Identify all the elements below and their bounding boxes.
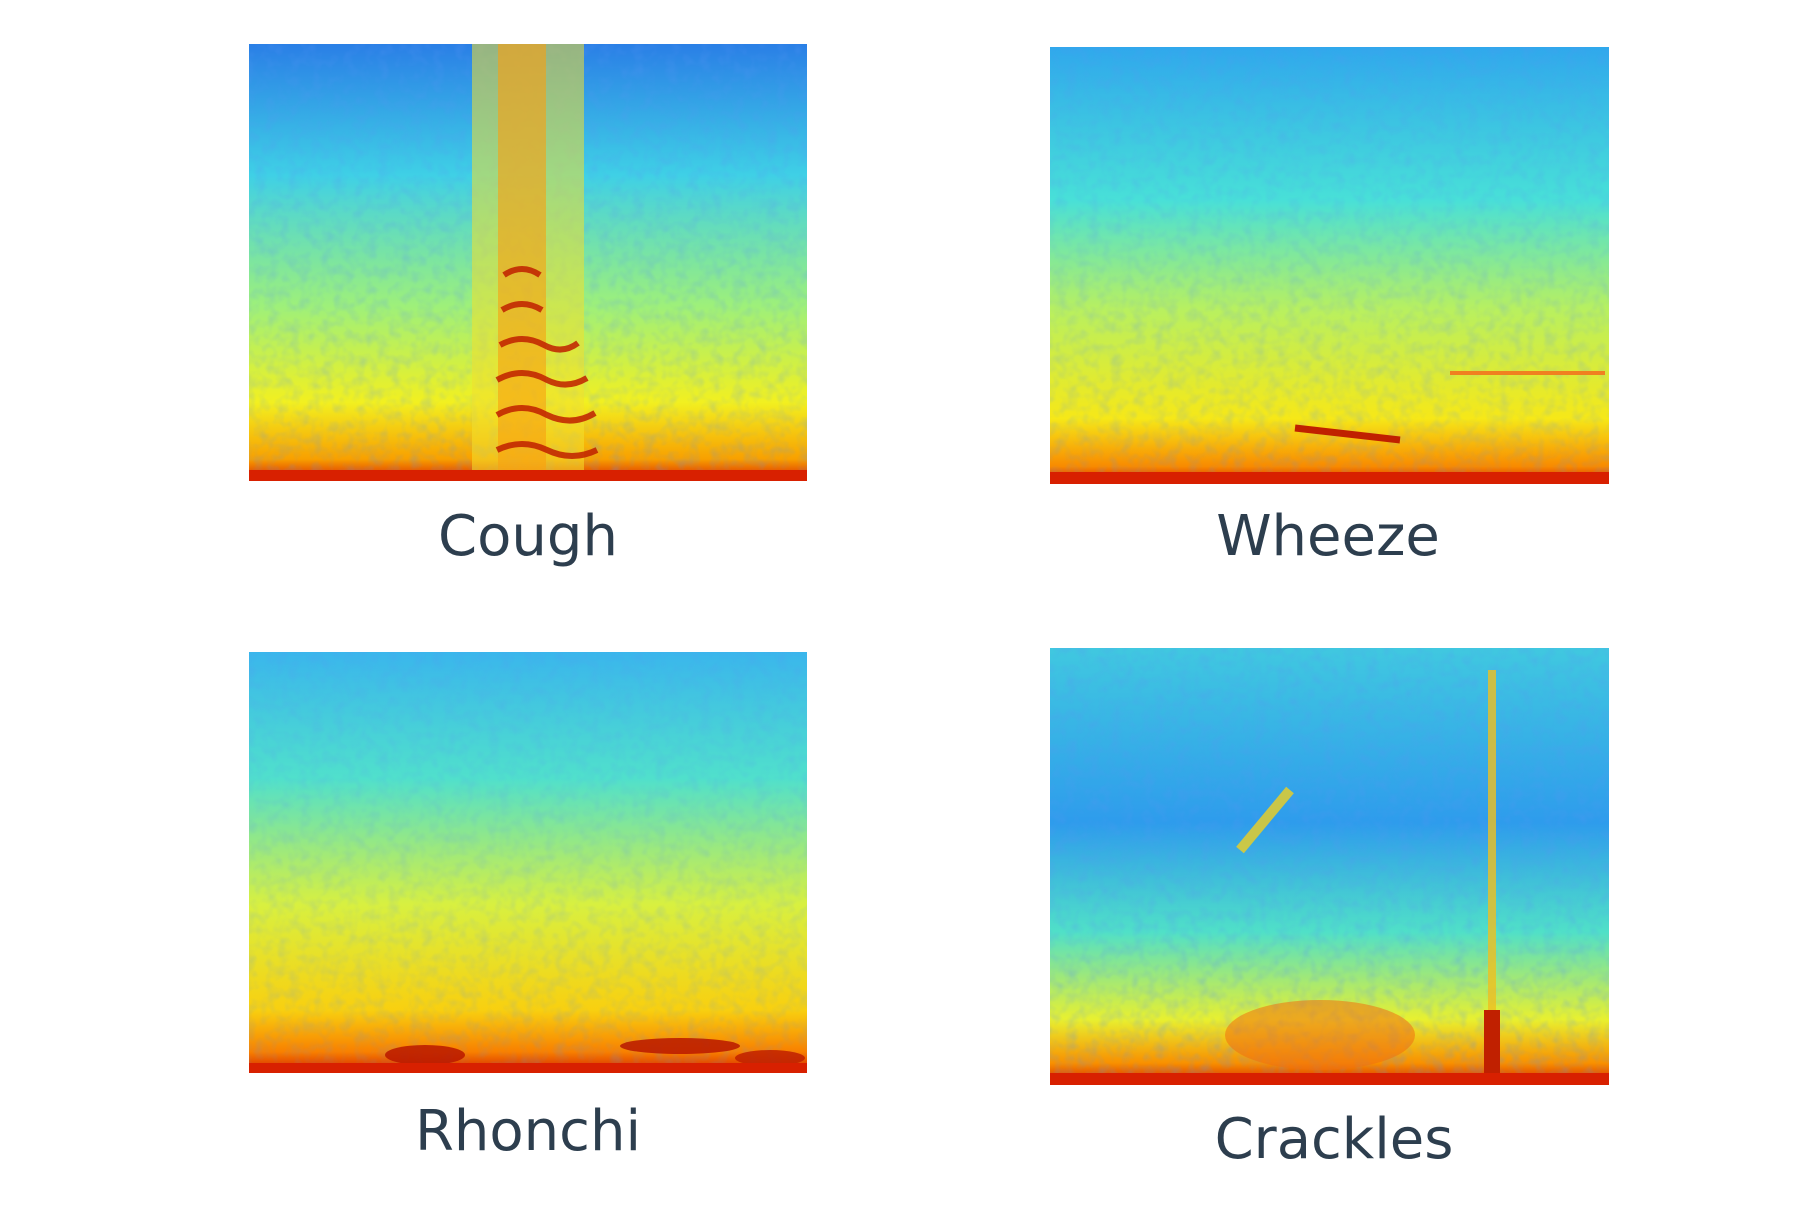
panel-label: Rhonchi <box>415 1099 641 1164</box>
spectrogram <box>249 44 807 481</box>
spectrogram <box>1050 47 1609 484</box>
panel-label: Cough <box>438 504 618 569</box>
panel-label: Wheeze <box>1216 504 1440 569</box>
panel-label: Crackles <box>1215 1107 1454 1172</box>
spectrogram <box>1050 648 1609 1085</box>
spectrogram <box>249 652 807 1073</box>
